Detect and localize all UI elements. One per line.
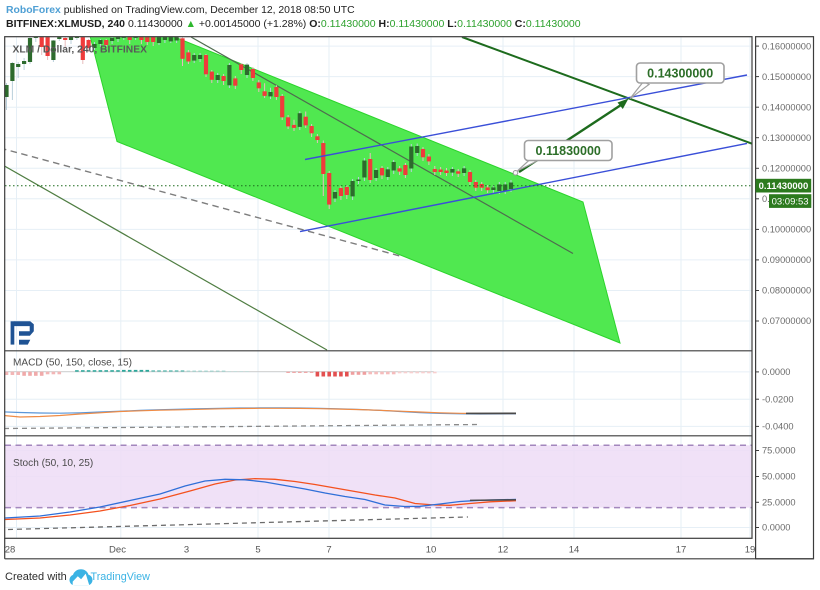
- svg-text:0.0000: 0.0000: [762, 523, 790, 533]
- svg-text:0.11430000: 0.11430000: [759, 181, 809, 192]
- svg-text:50.0000: 50.0000: [762, 472, 796, 482]
- svg-text:25.0000: 25.0000: [762, 498, 796, 508]
- svg-text:0.11830000: 0.11830000: [536, 144, 601, 158]
- svg-text:10: 10: [426, 545, 437, 556]
- svg-text:0.10000000: 0.10000000: [762, 225, 811, 235]
- svg-text:0.15000000: 0.15000000: [762, 72, 811, 82]
- svg-text:-0.0400: -0.0400: [762, 422, 794, 432]
- svg-text:12: 12: [498, 545, 509, 556]
- svg-text:5: 5: [255, 545, 260, 556]
- svg-text:17: 17: [676, 545, 687, 556]
- svg-text:28: 28: [5, 545, 16, 556]
- svg-text:14: 14: [569, 545, 580, 556]
- svg-text:0.08000000: 0.08000000: [762, 286, 811, 296]
- svg-text:19: 19: [745, 545, 756, 556]
- svg-text:3: 3: [184, 545, 189, 556]
- svg-text:-0.0200: -0.0200: [762, 394, 794, 404]
- svg-text:Dec: Dec: [109, 545, 126, 556]
- svg-text:XLM / Dollar, 240, BITFINEX: XLM / Dollar, 240, BITFINEX: [13, 45, 148, 56]
- svg-text:0.14300000: 0.14300000: [647, 67, 713, 81]
- svg-text:BITFINEX:XLMUSD, 240 0.1143000: BITFINEX:XLMUSD, 240 0.11430000 ▲ +0.001…: [6, 18, 581, 30]
- svg-text:7: 7: [326, 545, 331, 556]
- svg-text:TradingView: TradingView: [91, 571, 151, 583]
- svg-text:0.09000000: 0.09000000: [762, 255, 811, 265]
- svg-text:RoboForex published on Trading: RoboForex published on TradingView.com, …: [6, 5, 355, 16]
- svg-text:0.14000000: 0.14000000: [762, 102, 811, 112]
- svg-text:0.07000000: 0.07000000: [762, 316, 811, 326]
- svg-text:Stoch (50, 10, 25): Stoch (50, 10, 25): [13, 458, 93, 469]
- svg-text:0.0000: 0.0000: [762, 367, 790, 377]
- svg-text:0.12000000: 0.12000000: [762, 164, 811, 174]
- svg-text:0.13000000: 0.13000000: [762, 133, 811, 143]
- svg-text:0.16000000: 0.16000000: [762, 41, 811, 51]
- svg-text:03:09:53: 03:09:53: [772, 196, 809, 207]
- svg-text:Created with: Created with: [5, 571, 67, 583]
- svg-text:75.0000: 75.0000: [762, 446, 796, 456]
- svg-text:MACD (50, 150, close, 15): MACD (50, 150, close, 15): [13, 358, 132, 369]
